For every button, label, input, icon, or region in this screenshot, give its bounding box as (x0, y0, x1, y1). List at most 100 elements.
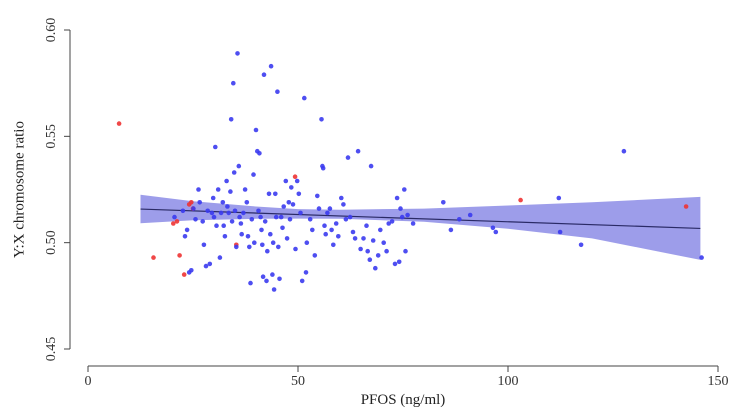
data-point-blue (258, 214, 263, 220)
data-point-blue (283, 178, 289, 184)
data-point-blue (457, 217, 462, 222)
data-point-blue (373, 265, 378, 271)
data-point-blue (238, 221, 244, 226)
confidence-band (140, 194, 701, 260)
data-point-blue (226, 210, 231, 216)
data-point-blue (361, 236, 366, 241)
data-point-blue (228, 189, 233, 194)
data-point-blue (343, 217, 349, 222)
data-point-blue (336, 234, 341, 239)
data-point-blue (345, 155, 351, 160)
data-point-blue (310, 227, 315, 233)
data-point-blue (244, 200, 250, 205)
data-point-blue (286, 200, 292, 205)
data-point-blue (260, 242, 265, 248)
data-point-blue (200, 219, 205, 224)
data-point-blue (276, 244, 281, 250)
data-point-blue (467, 212, 473, 218)
data-point-blue (448, 227, 454, 233)
data-point-blue (358, 246, 363, 252)
data-point-blue (403, 248, 408, 254)
data-point-blue (399, 214, 405, 220)
data-point-blue (298, 210, 303, 216)
x-tick-label: 50 (291, 374, 305, 389)
y-tick-label: 0.55 (44, 124, 59, 149)
data-point-blue (364, 223, 369, 228)
data-point-blue (557, 229, 563, 235)
data-point-blue (441, 200, 446, 205)
data-point-blue (323, 231, 329, 237)
data-point-blue (265, 248, 270, 254)
data-point-blue (231, 80, 236, 86)
confidence-band-layer (140, 194, 701, 260)
data-point-blue (322, 223, 327, 228)
data-point-red (116, 121, 122, 126)
data-point-blue (490, 225, 496, 231)
data-point-blue (180, 208, 186, 214)
x-tick-label: 0 (85, 374, 92, 389)
data-point-blue (228, 117, 234, 122)
data-point-blue (209, 210, 215, 216)
data-point-blue (284, 236, 290, 241)
data-point-blue (256, 208, 261, 214)
y-axis-title: Y:X chromosome ratio (11, 121, 27, 258)
data-point-blue (224, 178, 229, 184)
x-axis-title: PFOS (ng/ml) (361, 392, 446, 408)
data-point-blue (268, 63, 274, 69)
data-point-blue (213, 144, 218, 150)
data-point-blue (203, 263, 209, 269)
data-point-blue (197, 200, 202, 205)
data-point-blue (350, 229, 356, 235)
data-point-blue (365, 248, 371, 254)
data-point-blue (210, 195, 216, 201)
data-point-blue (289, 185, 294, 190)
data-point-blue (214, 223, 219, 228)
data-point-blue (331, 242, 336, 248)
data-point-blue (225, 204, 230, 209)
data-point-blue (172, 214, 177, 220)
axes-layer: 0 50 100 150 0.45 0.50 0.55 0.60 (44, 18, 728, 389)
data-point-blue (312, 253, 318, 258)
data-point-blue (271, 287, 277, 292)
y-tick-label: 0.50 (44, 230, 59, 255)
data-point-red (171, 221, 176, 226)
data-points-layer (116, 51, 704, 292)
y-tick-label: 0.60 (44, 18, 59, 43)
data-point-blue (245, 234, 251, 239)
data-point-blue (320, 165, 326, 171)
data-point-blue (236, 163, 242, 169)
data-point-blue (410, 221, 416, 226)
data-point-red (683, 204, 689, 209)
y-tick-label: 0.45 (44, 337, 59, 362)
data-point-blue (339, 195, 344, 201)
x-tick-label: 100 (498, 374, 519, 389)
data-point-blue (347, 214, 353, 220)
data-point-blue (229, 219, 235, 224)
data-point-blue (207, 261, 213, 267)
data-point-blue (394, 195, 400, 201)
data-point-blue (273, 214, 279, 220)
data-point-blue (352, 236, 358, 241)
data-point-blue (196, 187, 201, 192)
data-point-blue (184, 227, 190, 233)
data-point-red (177, 253, 182, 258)
data-point-blue (316, 206, 322, 211)
data-point-red (189, 200, 194, 205)
data-point-blue (182, 234, 188, 239)
data-point-blue (386, 221, 392, 226)
data-point-blue (556, 195, 562, 201)
data-point-blue (327, 206, 333, 211)
data-point-red (292, 174, 298, 179)
data-point-blue (378, 227, 383, 233)
data-point-blue (303, 270, 309, 275)
data-point-blue (275, 89, 280, 94)
data-point-blue (201, 242, 207, 248)
data-point-blue (699, 255, 704, 260)
data-point-blue (247, 244, 252, 250)
data-point-blue (296, 191, 302, 197)
data-point-blue (253, 127, 259, 133)
data-point-blue (270, 272, 275, 277)
data-point-blue (375, 253, 381, 258)
